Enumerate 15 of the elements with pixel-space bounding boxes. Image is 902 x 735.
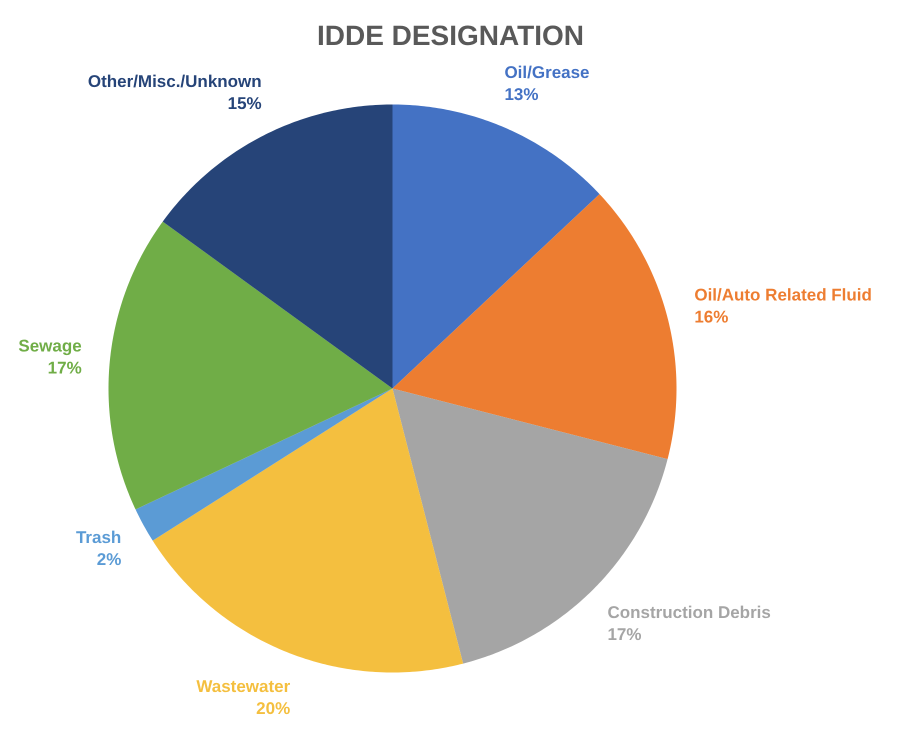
slice-label: Oil/Grease [504,63,590,82]
data-label: 15% [228,94,262,113]
data-label: 16% [694,307,728,326]
data-label: 17% [48,358,82,378]
chart-title: IDDE DESIGNATION [316,20,584,51]
slice-label: Oil/Auto Related Fluid [694,285,872,304]
slice-label: Sewage [18,336,82,356]
data-label: 20% [256,698,290,718]
data-label: 2% [96,550,122,570]
slice-label: Trash [76,528,122,548]
slice-label: Wastewater [196,676,291,696]
data-label: 17% [607,624,642,644]
slice-label: Construction Debris [607,602,771,622]
slice-label: Other/Misc./Unknown [88,72,262,91]
data-label: 13% [504,85,538,104]
